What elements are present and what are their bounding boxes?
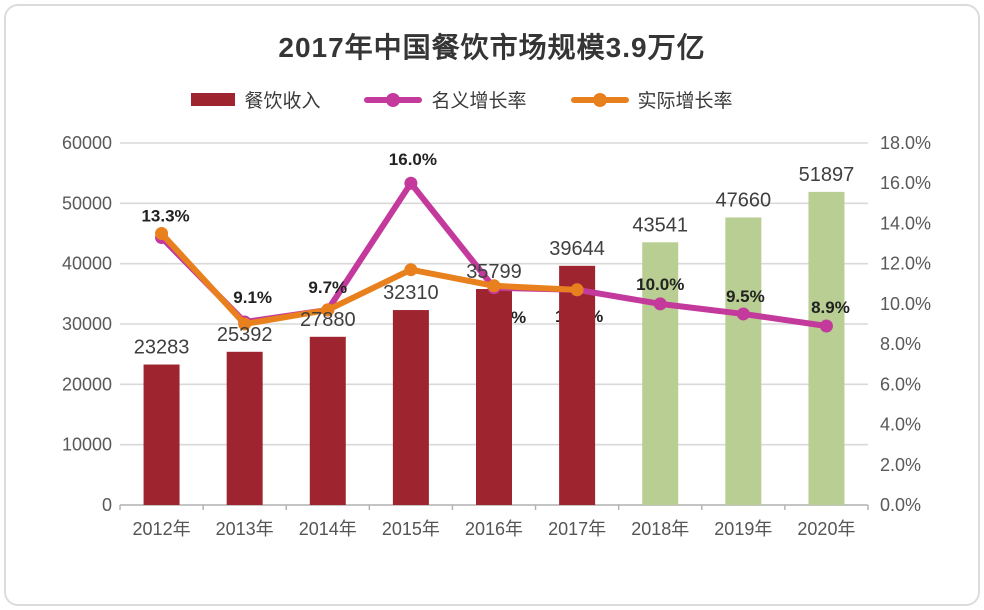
bar-2020年 (808, 191, 845, 505)
line-dot-swatch-icon (570, 92, 629, 107)
right-axis-tick-label: 14.0% (880, 213, 931, 233)
right-axis-tick-label: 12.0% (880, 254, 931, 274)
bar-value-label: 39644 (549, 238, 605, 260)
pct-label: 16.0% (389, 150, 437, 169)
bar-value-label: 47660 (716, 189, 772, 211)
bar-value-label: 25392 (217, 324, 273, 346)
x-axis-label: 2015年 (382, 519, 440, 539)
bar-value-label: 35799 (466, 261, 522, 283)
right-axis-tick-label: 2.0% (880, 455, 921, 475)
bar-value-label: 27880 (300, 309, 356, 331)
legend-label-revenue: 餐饮收入 (244, 91, 321, 112)
pct-label: 9.5% (726, 287, 765, 306)
bar-value-label: 23283 (134, 337, 190, 359)
bar-2012年 (143, 364, 180, 505)
data-point (570, 283, 584, 297)
x-axis-label: 2017年 (548, 519, 606, 539)
bar-2018年 (642, 242, 679, 506)
bar-2017年 (559, 265, 596, 505)
x-axis-label: 2012年 (133, 519, 191, 539)
line-path (158, 230, 581, 327)
right-axis-tick-label: 18.0% (880, 133, 931, 153)
data-point (238, 317, 252, 331)
data-point (155, 227, 169, 240)
legend-item-real-growth: 实际增长率 (570, 86, 733, 113)
legend-label-nominal-growth: 名义增长率 (431, 91, 527, 112)
left-axis-tick-label: 40000 (62, 254, 112, 274)
pct-label: 9.7% (308, 278, 347, 297)
left-axis-tick-label: 0 (102, 495, 112, 515)
left-axis-tick-label: 20000 (62, 374, 112, 394)
left-axis-tick-label: 10000 (62, 435, 112, 455)
revenue-bars (143, 191, 845, 506)
bar-2013年 (226, 351, 263, 505)
chart-legend: 餐饮收入 名义增长率 实际增长率 (0, 86, 954, 113)
real-growth-line (155, 227, 584, 331)
data-point (819, 319, 833, 333)
right-axis-tick-label: 16.0% (880, 173, 931, 193)
bar-2014年 (309, 336, 346, 505)
legend-label-real-growth: 实际增长率 (637, 91, 733, 112)
right-axis-tick-label: 0.0% (880, 495, 921, 515)
left-axis-tick-label: 50000 (62, 193, 112, 213)
left-axis-tick-label: 30000 (62, 314, 112, 334)
x-axis-label: 2016年 (465, 519, 523, 539)
legend-item-nominal-growth: 名义增长率 (364, 86, 527, 113)
pct-label: 10.0% (636, 275, 684, 294)
pct-label: 13.3% (141, 207, 189, 226)
data-point (404, 263, 418, 277)
x-axis-label: 2018年 (631, 519, 689, 539)
bar-swatch-icon (191, 93, 236, 106)
right-axis-tick-label: 10.0% (880, 294, 931, 314)
right-axis-tick-label: 6.0% (880, 374, 921, 394)
x-axis-label: 2020年 (797, 519, 855, 539)
bar-2019年 (725, 217, 762, 505)
bar-value-label: 51897 (799, 164, 855, 186)
right-axis-tick-label: 4.0% (880, 415, 921, 435)
x-axis-label: 2019年 (714, 519, 772, 539)
bar-value-label: 32310 (383, 282, 439, 304)
x-axis-label: 2013年 (216, 519, 274, 539)
chart-title: 2017年中国餐饮市场规模3.9万亿 (278, 32, 706, 63)
x-axis-label: 2014年 (299, 519, 357, 539)
data-point (736, 307, 750, 321)
legend-item-revenue: 餐饮收入 (191, 86, 320, 113)
pct-labels-front: 13.3% 9.1% 9.7% 16.0% 10.0% 9.5% 8.9% (141, 150, 849, 317)
bar-2016年 (476, 289, 512, 505)
data-point (321, 303, 335, 317)
bar-2015年 (392, 310, 429, 505)
data-point (487, 279, 501, 293)
line-dot-swatch-icon (364, 92, 423, 107)
pct-label: 8.9% (811, 298, 850, 317)
data-point (653, 297, 667, 311)
bar-value-label: 43541 (632, 214, 688, 236)
right-axis-tick-label: 8.0% (880, 334, 921, 354)
data-point (404, 176, 418, 190)
left-axis-tick-label: 60000 (62, 133, 112, 153)
pct-label: 9.1% (233, 288, 272, 307)
